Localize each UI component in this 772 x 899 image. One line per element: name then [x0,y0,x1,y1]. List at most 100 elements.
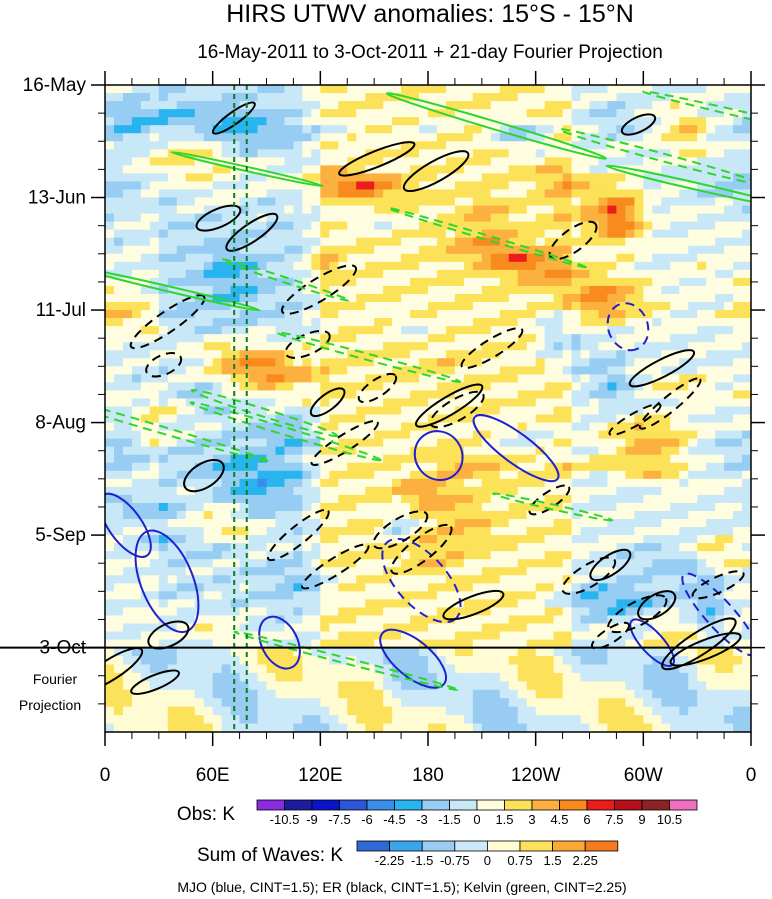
obs-cell [140,422,151,432]
obs-cell [392,277,402,287]
obs-cell [463,318,474,327]
obs-cell [293,173,303,183]
obs-cell [733,446,743,456]
obs-cell [553,462,564,472]
obs-cell [365,406,375,416]
obs-cell [706,125,716,134]
obs-cell [562,535,573,544]
obs-cell [508,101,519,110]
obs-cell [697,221,707,231]
obs-cell [544,382,555,392]
obs-cell [679,631,689,641]
obs-cell [526,253,537,263]
obs-cell [167,237,178,247]
obs-cell [230,326,241,335]
obs-cell [185,342,196,351]
obs-cell [607,575,618,584]
obs-cell [383,173,393,183]
obs-cell [625,285,635,295]
obs-cell [463,253,474,263]
obs-cell [194,398,205,408]
obs-cell [535,221,546,231]
obs-cell [329,486,339,496]
obs-cell [706,173,716,183]
obs-cell [194,462,205,472]
obs-cell [365,318,375,327]
obs-cell [634,117,644,126]
obs-cell [445,623,456,633]
obs-cell [167,173,178,183]
obs-cell [724,205,734,215]
obs-cell [490,302,501,311]
obs-cell [257,253,268,263]
obs-cell [419,269,429,279]
obs-cell [715,382,725,392]
obs-cell [463,551,474,560]
obs-cell [176,342,187,351]
obs-cell [239,253,250,263]
obs-cell [499,591,510,600]
obs-cell [329,462,339,472]
obs-cell [436,462,447,472]
obs-cell [284,366,295,375]
obs-cell [517,390,528,400]
obs-cell [733,374,743,383]
obs-cell [517,607,528,617]
obs-cell [176,406,187,416]
obs-cell [266,302,277,311]
obs-cell [697,366,707,375]
obs-cell [105,93,115,102]
obs-cell [338,422,348,432]
obs-cell [176,293,187,303]
obs-cell [733,205,743,215]
obs-cell [436,318,447,327]
obs-cell [472,502,483,512]
obs-cell [526,189,537,199]
obs-cell [697,318,707,327]
obs-cell [239,326,250,335]
obs-cell [733,551,743,560]
obs-cell [230,125,241,134]
obs-cell [338,181,348,191]
obs-cell [239,631,250,641]
obs-cell [508,310,519,319]
obs-cell [571,237,582,247]
obs-cell [185,382,196,392]
obs-cell [454,543,465,552]
obs-cell [356,85,366,94]
obs-cell [167,277,178,287]
obs-cell [248,462,259,472]
obs-cell [338,245,348,255]
obs-cell [625,93,635,102]
obs-cell [105,374,115,383]
obs-cell [589,165,600,175]
obs-cell [329,197,339,207]
obs-cell [679,607,689,617]
obs-cell [544,326,555,335]
obs-cell [724,631,734,641]
obs-cell [275,639,286,649]
obs-cell [607,149,618,158]
obs-cell [526,486,537,496]
obs-cell [688,623,698,633]
obs-cell [176,623,187,633]
obs-cell [293,446,303,456]
obs-cell [499,109,510,118]
obs-cell [293,253,303,263]
obs-cell [221,205,232,215]
obs-cell [463,101,474,110]
obs-cell [275,149,286,158]
obs-cell [149,197,160,207]
obs-cell [526,543,537,552]
obs-cell [158,221,169,231]
obs-cell [445,302,456,311]
obs-cell [293,85,303,94]
obs-cell [105,261,115,271]
obs-cell [508,334,519,343]
obs-cell [580,591,591,600]
obs-cell [652,293,662,303]
obs-cell [158,510,169,520]
obs-cell [419,358,429,367]
obs-cell [320,575,330,584]
obs-cell [275,326,286,335]
